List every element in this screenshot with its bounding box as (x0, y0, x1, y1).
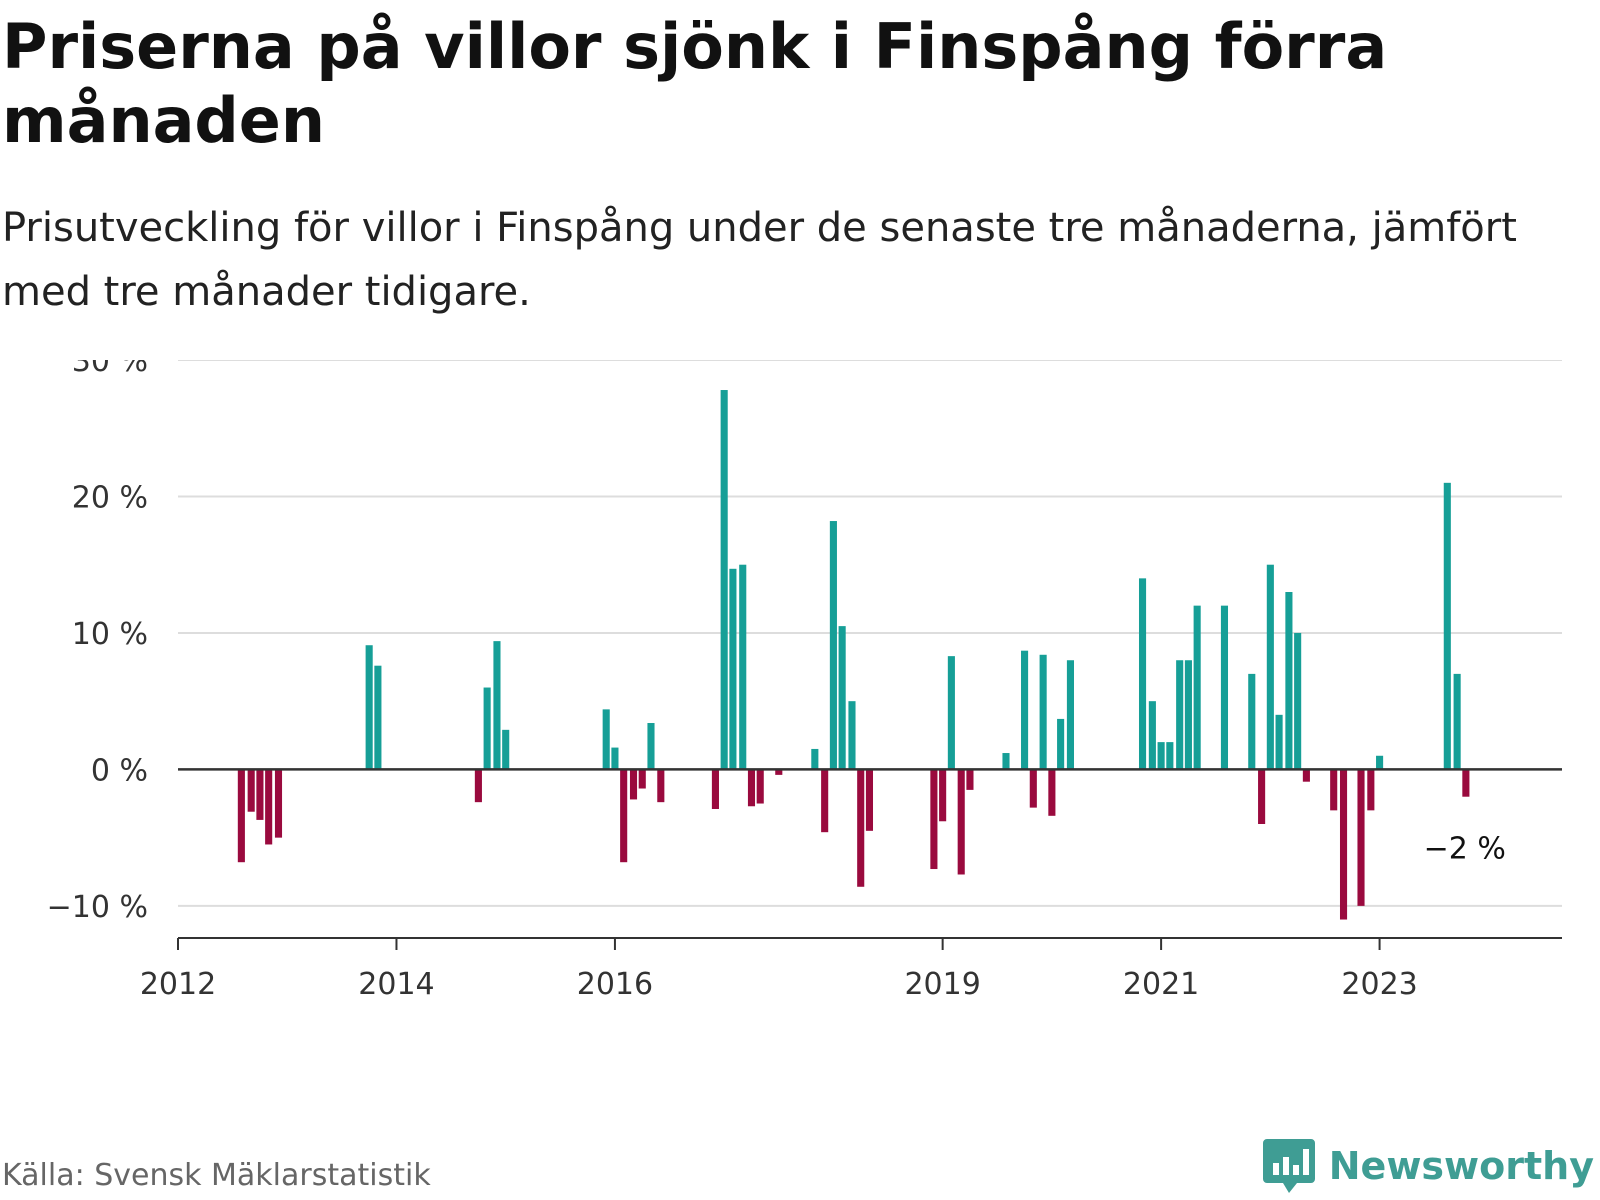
bar (1462, 769, 1470, 797)
bar (1148, 701, 1156, 770)
bar (274, 769, 283, 838)
bar-chart: 30 % 20 % 10 % 0 % −10 % 2012 2014 2016 2019 202… (47, 360, 1562, 1002)
bar (1002, 753, 1010, 770)
bar (821, 769, 829, 833)
bar (647, 723, 655, 770)
bar (1184, 660, 1192, 770)
bar (365, 645, 373, 770)
bar (1029, 769, 1037, 808)
bar (966, 769, 974, 790)
bar (1339, 769, 1348, 920)
x-tick-label: 2023 (1341, 967, 1417, 1002)
bar (1285, 592, 1293, 770)
bar (611, 747, 619, 770)
bar (502, 729, 510, 770)
bar (1275, 714, 1283, 770)
bar (930, 769, 938, 870)
bar (1294, 632, 1302, 770)
y-axis-tick-labels: 30 % 20 % 10 % 0 % −10 % (47, 360, 148, 925)
bar (1330, 769, 1338, 811)
bar (1176, 660, 1184, 770)
bar (829, 521, 837, 770)
bar (957, 769, 965, 875)
bar (739, 564, 747, 770)
bar (865, 769, 874, 831)
bar (720, 390, 728, 770)
bar (729, 568, 737, 770)
bar (638, 769, 646, 789)
x-tick-label: 2016 (577, 967, 653, 1002)
bar (939, 769, 947, 822)
y-tick-label: 30 % (72, 360, 148, 379)
bar (1193, 605, 1201, 770)
bar (1248, 673, 1256, 770)
bar (620, 769, 628, 863)
chart-title: Priserna på villor sjönk i Finspång förr… (2, 10, 1388, 157)
bar (1138, 578, 1147, 770)
brand-logo: Newsworthy (1262, 1139, 1594, 1193)
bar (1039, 654, 1047, 770)
bar (1367, 769, 1375, 811)
last-value-label: −2 % (1424, 832, 1506, 867)
x-tick-label: 2012 (140, 967, 216, 1002)
bar (1057, 718, 1065, 770)
bar (838, 626, 846, 770)
axes (177, 768, 1562, 950)
bar (1376, 755, 1384, 770)
y-tick-label: 20 % (72, 480, 148, 515)
bar (947, 656, 955, 770)
annotations: −2 % (1424, 832, 1506, 867)
bar (256, 769, 264, 820)
bar (237, 769, 245, 863)
bar (474, 769, 482, 803)
bar (483, 687, 491, 770)
bar (374, 665, 382, 770)
gridlines (178, 360, 1562, 907)
bar (657, 769, 665, 803)
y-tick-label: −10 % (47, 890, 148, 925)
bar (775, 769, 783, 775)
bar (1066, 660, 1074, 770)
source-note: Källa: Svensk Mäklarstatistik (2, 1158, 431, 1193)
bar (247, 769, 255, 812)
bar (1453, 673, 1461, 770)
bar (629, 769, 638, 800)
bar-chart-speech-bubble-icon (1262, 1139, 1315, 1193)
bar (1048, 769, 1056, 816)
y-tick-label: 10 % (72, 617, 148, 652)
y-tick-label: 0 % (91, 753, 148, 788)
bar (756, 769, 764, 804)
bar (747, 769, 756, 807)
bar (265, 769, 273, 845)
bar (1021, 650, 1029, 770)
x-tick-label: 2019 (904, 967, 980, 1002)
bar (1302, 769, 1310, 782)
x-tick-label: 2021 (1123, 967, 1199, 1002)
bar (848, 701, 856, 770)
chart-subtitle: Prisutveckling för villor i Finspång und… (2, 205, 1517, 315)
bar (1258, 769, 1266, 824)
bar (1166, 742, 1174, 770)
bar (602, 709, 610, 770)
brand-name: Newsworthy (1328, 1144, 1594, 1188)
x-axis-tick-labels: 2012 2014 2016 2019 2021 2023 (140, 967, 1418, 1002)
x-tick-label: 2014 (358, 967, 434, 1002)
bar (1357, 769, 1365, 906)
bar (1443, 482, 1451, 770)
bar (1266, 564, 1274, 770)
bar (493, 641, 501, 770)
bar (711, 769, 719, 809)
bar (857, 769, 865, 887)
bar (1157, 742, 1165, 770)
bar (1220, 605, 1229, 770)
bar (811, 748, 819, 770)
bars (237, 390, 1470, 920)
